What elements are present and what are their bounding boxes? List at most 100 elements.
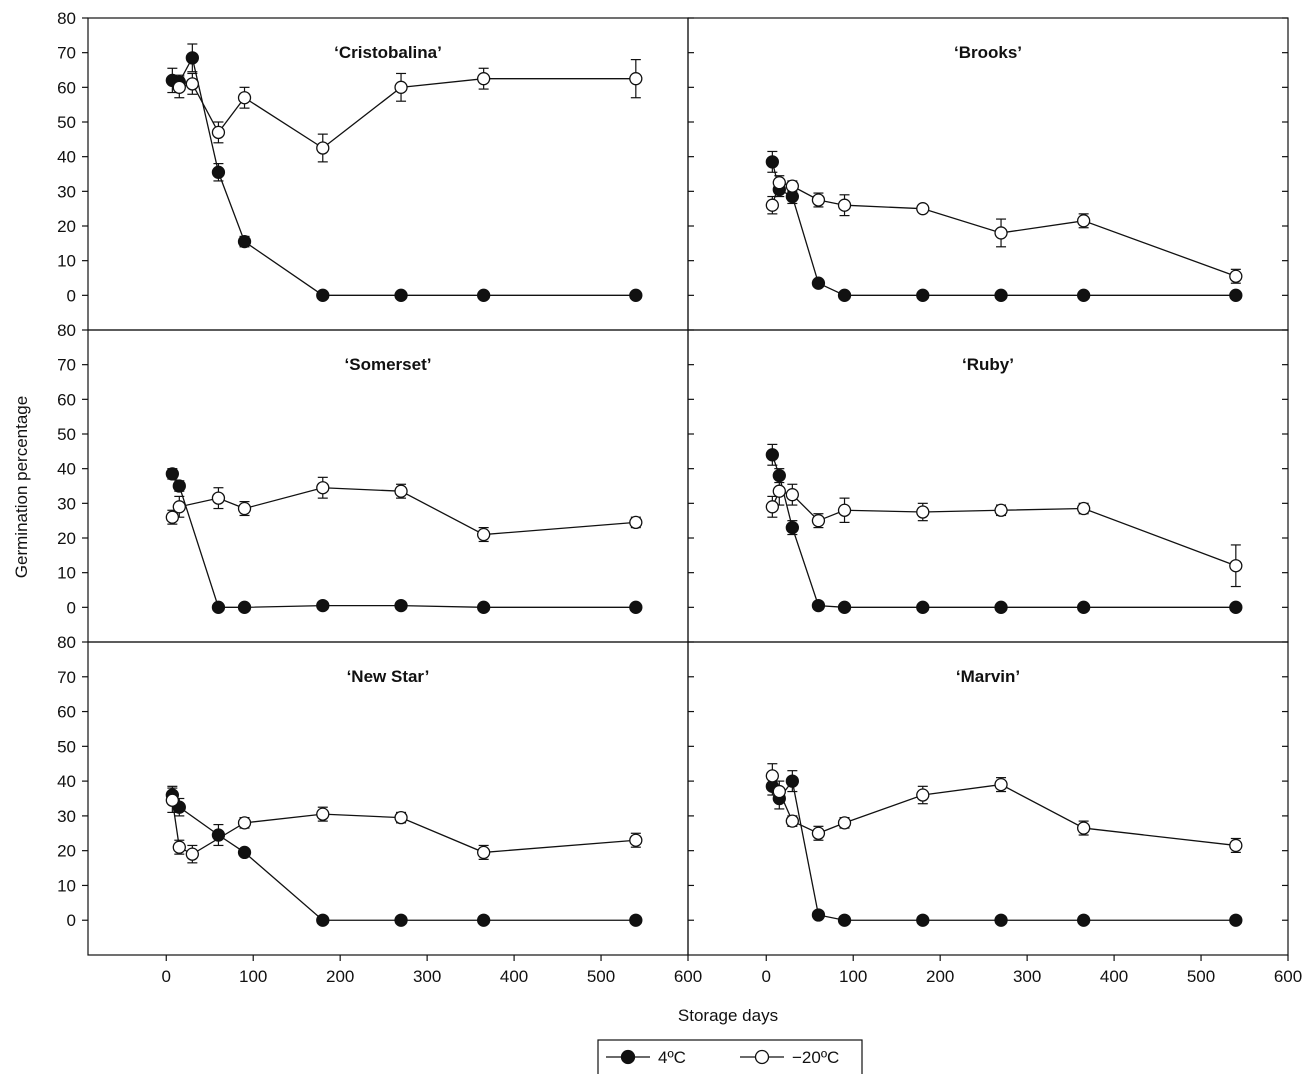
data-point (165, 467, 179, 481)
data-point (916, 600, 930, 614)
y-tick-label: 20 (57, 529, 76, 548)
data-point (172, 80, 186, 94)
y-tick-label: 0 (67, 286, 76, 305)
data-point (772, 176, 786, 190)
series-minus20c (765, 175, 1243, 284)
data-point (172, 479, 186, 493)
data-point (165, 793, 179, 807)
data-point (1229, 913, 1243, 927)
y-tick-label: 60 (57, 703, 76, 722)
y-tick-label: 80 (57, 321, 76, 340)
data-point (785, 520, 799, 535)
x-tick-label: 400 (1100, 967, 1128, 986)
y-tick-label: 60 (57, 78, 76, 97)
data-point (316, 598, 330, 613)
data-point (837, 503, 852, 517)
series-minus20c (165, 476, 643, 543)
y-tick-label: 80 (57, 9, 76, 28)
data-point (1229, 559, 1243, 573)
panel-title: ‘Cristobalina’ (334, 43, 442, 62)
data-point (394, 484, 408, 498)
data-point (1077, 913, 1091, 927)
data-point (994, 503, 1008, 517)
data-point (172, 500, 186, 514)
data-point (994, 600, 1008, 614)
y-tick-labels: 0 10 20 30 40 50 60 70 80 0 10 20 30 40 50 60 70 80 0 10 20 3… (57, 9, 76, 930)
y-tick-label: 50 (57, 737, 76, 756)
data-point (837, 816, 852, 830)
data-point (477, 527, 491, 542)
panel-title: ‘Somerset’ (345, 355, 432, 374)
x-tick-labels: 0 100 200 300 400 500 600 0 100 200 300 400 500 600 (162, 967, 1303, 986)
panel-5: ‘Marvin’ (687, 641, 1289, 961)
data-point (765, 500, 779, 514)
data-point (629, 288, 643, 302)
x-tick-label: 200 (326, 967, 354, 986)
panels-group: ‘Cristobalina’ ‘Brooks’ ‘Somerset’ ‘Ruby’ ‘N… (82, 17, 1289, 961)
y-axis-title: Germination percentage (12, 396, 31, 578)
series-minus20c (765, 763, 1243, 854)
x-axis-title: Storage days (678, 1006, 778, 1025)
data-point (1229, 838, 1243, 853)
series-line (171, 794, 636, 921)
y-tick-label: 70 (57, 44, 76, 63)
series-4c (165, 43, 643, 302)
data-point (211, 165, 226, 179)
data-point (916, 788, 930, 802)
data-point (916, 288, 930, 302)
data-point (811, 514, 826, 528)
x-tick-label: 600 (674, 967, 702, 986)
y-tick-label: 30 (57, 494, 76, 513)
y-tick-label: 70 (57, 356, 76, 375)
data-point (785, 774, 799, 788)
data-point (837, 288, 852, 302)
data-point (765, 155, 779, 169)
data-point (811, 276, 826, 290)
data-point (629, 833, 643, 847)
panel-frame (687, 641, 1289, 956)
data-point (1229, 269, 1243, 283)
panel-title: ‘New Star’ (347, 667, 430, 686)
data-point (994, 288, 1008, 302)
data-point (394, 288, 408, 302)
y-tick-label: 0 (67, 911, 76, 930)
data-point (994, 913, 1008, 927)
data-point (916, 505, 930, 519)
panel-frame (687, 17, 1289, 331)
data-point (1077, 214, 1091, 228)
data-point (185, 77, 199, 91)
data-point (811, 826, 826, 840)
series-line (771, 490, 1237, 567)
series-minus20c (165, 787, 643, 864)
data-point (811, 908, 826, 922)
data-point (394, 913, 408, 927)
panel-title: ‘Brooks’ (954, 43, 1022, 62)
data-point (185, 51, 199, 65)
data-point (785, 814, 799, 828)
data-point (772, 784, 786, 799)
y-tick-label: 50 (57, 113, 76, 132)
series-4c (765, 443, 1243, 614)
panel-title: ‘Ruby’ (962, 355, 1014, 374)
data-point (477, 845, 491, 860)
data-point (211, 125, 226, 140)
data-point (629, 515, 643, 530)
data-point (994, 226, 1008, 240)
data-point (172, 840, 186, 854)
series-minus20c (172, 58, 643, 163)
data-point (237, 816, 252, 830)
y-tick-label: 10 (57, 564, 76, 583)
data-point (811, 193, 826, 207)
data-point (1229, 288, 1243, 302)
data-point (316, 481, 330, 495)
data-point (629, 600, 643, 614)
panel-title: ‘Marvin’ (956, 667, 1020, 686)
y-tick-label: 80 (57, 633, 76, 652)
data-point (394, 80, 408, 94)
data-point (837, 913, 852, 927)
data-point (765, 198, 779, 212)
x-tick-label: 500 (587, 967, 615, 986)
y-tick-label: 60 (57, 390, 76, 409)
data-point (1077, 600, 1091, 614)
y-tick-label: 30 (57, 182, 76, 201)
